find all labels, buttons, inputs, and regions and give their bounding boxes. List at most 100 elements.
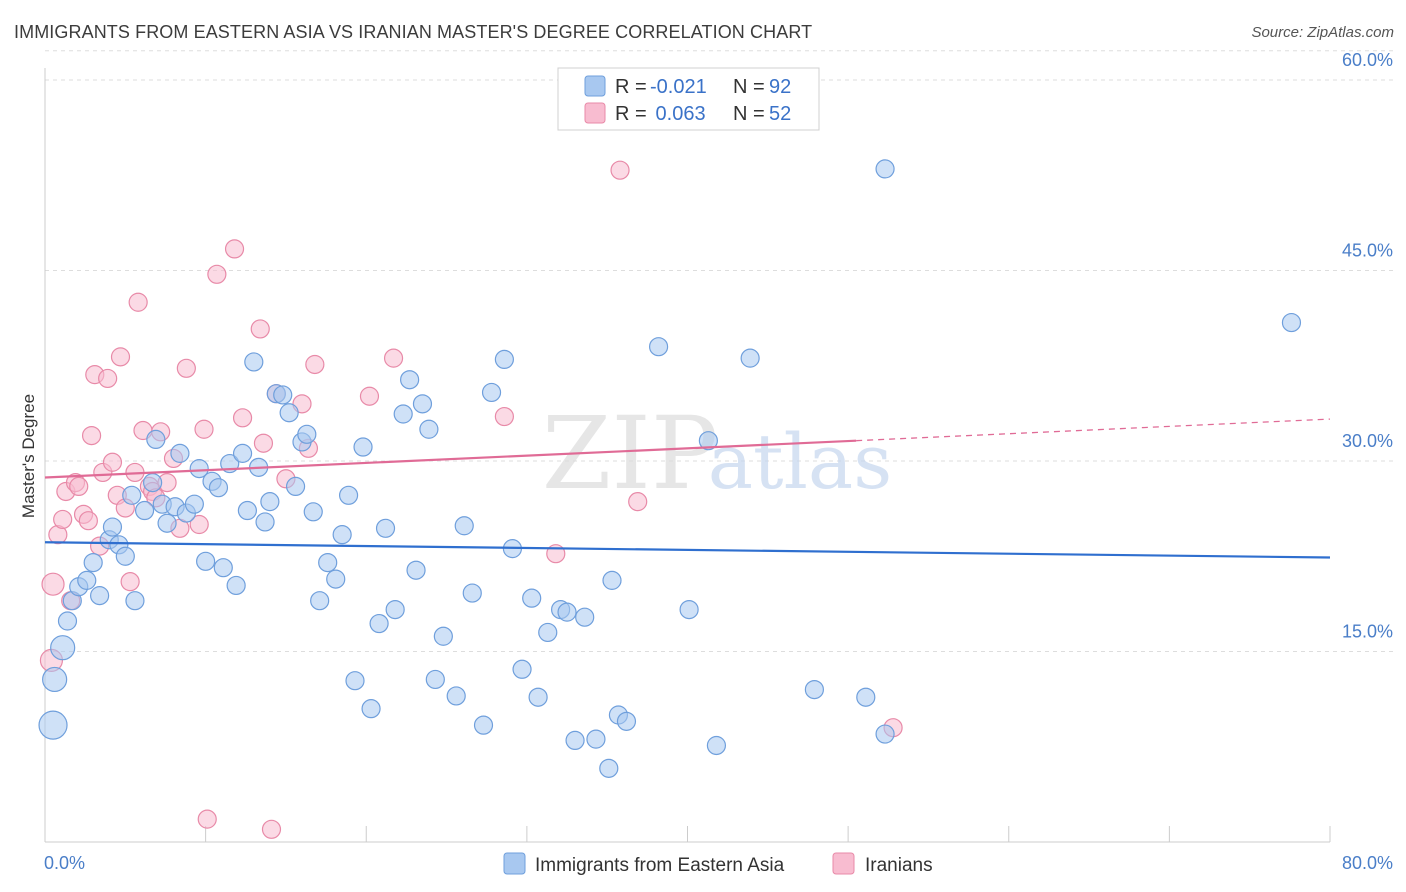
point-blue [226,575,246,596]
point-blue [189,459,209,479]
point-blue [83,552,103,573]
legend-swatch-pink [584,102,606,124]
point-blue [146,429,166,450]
point-blue [125,591,145,611]
point-blue [446,686,466,706]
grid-layer [45,50,1395,652]
point-blue [875,159,895,179]
point-blue [679,599,699,620]
point-blue [255,512,275,532]
point-pink [53,509,73,530]
point-pink [305,354,325,375]
y-axis-title: Master's Degree [19,394,38,518]
point-blue [102,517,123,537]
trend-layer [44,418,1331,559]
point-blue [406,560,426,580]
point-blue [586,729,606,749]
point-pink [494,406,514,427]
legend-r-label-blue: R = [615,76,647,98]
point-blue [196,551,216,571]
point-pink [98,368,118,389]
point-blue [425,669,445,690]
point-blue [698,431,718,451]
point-pink [628,492,648,512]
point-pink [189,514,209,535]
point-pink [383,348,404,368]
point-blue [375,518,396,538]
point-blue [157,513,177,533]
legend-r-value-blue: -0.021 [650,76,707,98]
point-blue [412,394,433,414]
point-blue [522,588,542,608]
point-blue [90,586,110,606]
point-blue [50,635,76,661]
point-blue [77,570,97,590]
axis-layer: 15.0% 30.0% 45.0% 60.0% [44,50,1393,843]
point-blue [419,419,439,439]
points-layer [38,159,1302,839]
point-blue [538,622,558,643]
point-blue [565,730,585,751]
point-blue [856,687,876,707]
point-blue [42,666,68,693]
point-blue [361,699,381,719]
series-legend-swatch-blue [503,852,526,875]
point-blue [134,500,155,521]
point-blue [875,724,895,744]
point-pink [207,264,227,284]
point-blue [208,478,229,498]
point-blue [602,570,622,590]
chart-title: IMMIGRANTS FROM EASTERN ASIA VS IRANIAN … [14,22,813,42]
legend-r-label-pink: R = [615,103,647,125]
point-pink [194,419,214,439]
point-blue [310,591,330,611]
point-blue [433,626,453,646]
stats-legend: R = -0.021 N = 92 R = 0.063 N = 52 [557,67,820,131]
y-tick-label: 45.0% [1342,241,1393,261]
point-blue [244,352,264,372]
point-blue [512,659,532,679]
point-pink [102,452,123,472]
point-blue [115,546,135,566]
point-pink [359,386,380,406]
series-legend-swatch-pink [832,852,855,875]
series-legend: Immigrants from Eastern Asia Iranians [503,852,933,876]
y-tick-label: 30.0% [1342,431,1393,451]
legend-n-value-pink: 52 [769,103,791,125]
point-blue [122,485,142,505]
point-blue [57,611,78,631]
point-blue [353,437,373,457]
x-tick-label-min: 0.0% [44,853,85,873]
point-pink [610,160,630,180]
point-blue [648,337,669,357]
point-pink [128,292,148,312]
point-pink [250,319,270,339]
point-blue [184,494,204,514]
y-tick-label: 15.0% [1342,622,1393,642]
x-tick-label-max: 80.0% [1342,853,1393,873]
point-blue [232,443,253,463]
point-blue [297,424,317,444]
point-blue [38,710,68,740]
trendline-blue [44,541,1331,559]
point-pink [81,426,102,446]
point-blue [740,348,760,368]
point-blue [494,349,514,369]
point-blue [575,607,595,627]
point-blue [599,758,619,778]
point-blue [528,687,548,707]
point-pink [120,572,140,592]
point-blue [462,583,482,603]
legend-n-label-pink: N = [733,103,765,125]
point-blue [332,525,352,545]
point-blue [213,558,233,578]
series-legend-label-blue: Immigrants from Eastern Asia [535,855,785,876]
point-pink [232,408,253,428]
point-blue [616,711,637,731]
trendline-pink [44,439,857,479]
point-blue [557,602,577,622]
trendline-dashed-pink [856,418,1331,442]
point-blue [303,502,323,522]
point-blue [326,569,346,589]
